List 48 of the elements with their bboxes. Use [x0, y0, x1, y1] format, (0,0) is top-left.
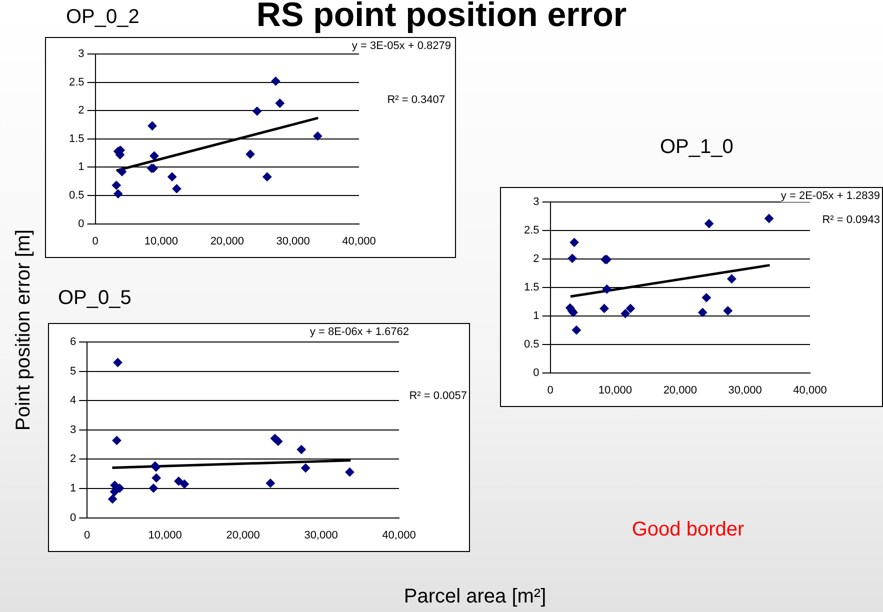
chart-title: OP_1_0 — [660, 136, 734, 159]
y-tick-label: 6 — [70, 336, 76, 348]
x-tick-label: 40,000 — [342, 235, 376, 248]
chart-title: OP_0_2 — [66, 6, 140, 29]
x-tick-label: 0 — [547, 384, 554, 396]
x-tick-label: 30,000 — [304, 529, 338, 542]
text: RS point position error — [256, 0, 627, 34]
x-tick-label: 10,000 — [598, 384, 632, 396]
y-tick-label: 1.5 — [524, 281, 540, 294]
annotation: y = 2E-05x + 1.2839 — [780, 190, 880, 202]
text: y = 8E-06x + 1.6762 — [310, 326, 409, 338]
text: y = 3E-05x + 0.8279 — [352, 40, 451, 52]
chart-title: OP_0_5 — [58, 287, 132, 310]
y-tick-label: 2 — [70, 453, 76, 466]
y-tick-label: 1 — [533, 310, 540, 322]
y-tick-label: 0 — [533, 366, 540, 379]
x-tick-label: 40,000 — [793, 384, 827, 396]
text: R² = 0.0943 — [822, 214, 880, 226]
x-tick-label: 20,000 — [663, 384, 697, 396]
y-tick-label: 2 — [78, 104, 84, 117]
y-tick-label: 0.5 — [524, 338, 540, 350]
x-tick-label: 20,000 — [210, 235, 244, 248]
text: R² = 0.0057 — [409, 390, 467, 402]
x-tick-label: 40,000 — [382, 529, 416, 542]
y-tick-label: 0 — [78, 218, 84, 230]
x-tick-label: 20,000 — [226, 529, 260, 542]
x-tick-label: 30,000 — [728, 384, 762, 396]
text: R² = 0.3407 — [387, 94, 445, 106]
y-tick-label: 2 — [533, 252, 540, 265]
text: Parcel area [m²] — [404, 586, 546, 608]
text: Good border — [632, 518, 744, 542]
y-tick-label: 3 — [533, 196, 540, 208]
y-tick-label: 4 — [70, 394, 76, 407]
x-tick-label: 0 — [92, 235, 98, 248]
y-tick-label: 2.5 — [524, 224, 540, 236]
y-tick-label: 5 — [70, 365, 76, 378]
y-tick-label: 1 — [78, 161, 84, 174]
y-tick-label: 3 — [78, 48, 84, 60]
y-tick-label: 0.5 — [68, 190, 84, 202]
y-tick-label: 3 — [70, 424, 76, 436]
text: Point position error [m] — [12, 229, 36, 431]
x-tick-label: 10,000 — [144, 235, 178, 248]
y-tick-label: 1.5 — [68, 132, 84, 145]
y-tick-label: 0 — [70, 512, 76, 524]
y-tick-label: 1 — [70, 482, 76, 495]
x-tick-label: 10,000 — [148, 529, 182, 542]
y-tick-label: 2.5 — [68, 76, 84, 88]
x-tick-label: 30,000 — [276, 235, 310, 248]
